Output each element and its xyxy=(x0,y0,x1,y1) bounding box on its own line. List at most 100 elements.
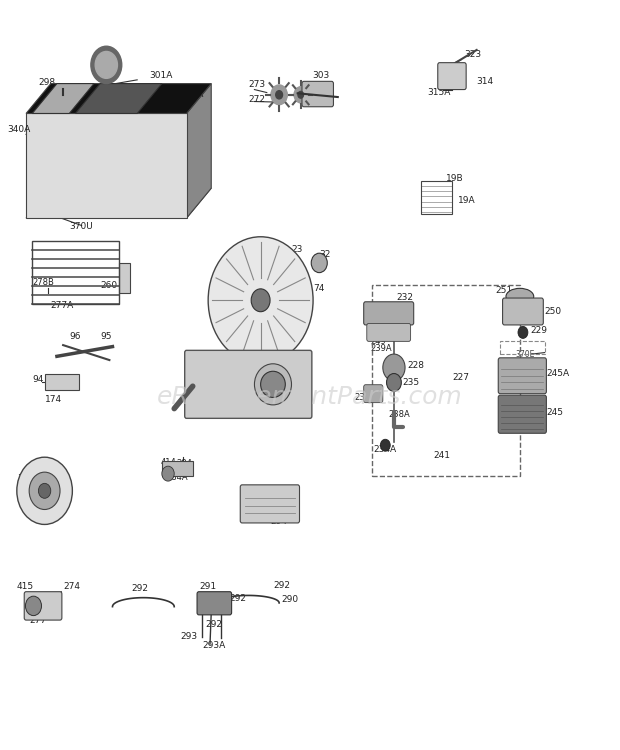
Text: 241: 241 xyxy=(433,451,451,460)
FancyBboxPatch shape xyxy=(197,592,232,615)
Text: 239: 239 xyxy=(355,394,370,403)
Text: 294: 294 xyxy=(270,518,287,526)
Text: 232: 232 xyxy=(396,292,414,302)
Text: 284: 284 xyxy=(176,459,192,468)
Text: 301A: 301A xyxy=(149,70,173,80)
Circle shape xyxy=(298,92,304,98)
Text: 292: 292 xyxy=(230,594,247,603)
Bar xyxy=(45,374,79,390)
FancyBboxPatch shape xyxy=(364,302,414,325)
Text: 315A: 315A xyxy=(427,88,451,97)
Text: 292: 292 xyxy=(273,581,290,590)
Text: 19B: 19B xyxy=(446,174,463,183)
Text: 314: 314 xyxy=(477,76,494,86)
Circle shape xyxy=(38,483,51,498)
FancyBboxPatch shape xyxy=(302,81,334,106)
FancyBboxPatch shape xyxy=(367,323,410,341)
Text: 95: 95 xyxy=(100,332,112,341)
FancyBboxPatch shape xyxy=(498,358,546,394)
Ellipse shape xyxy=(260,371,285,398)
Text: 293: 293 xyxy=(180,632,198,640)
FancyBboxPatch shape xyxy=(364,385,383,403)
Text: 174: 174 xyxy=(45,395,62,404)
Polygon shape xyxy=(26,188,211,218)
Polygon shape xyxy=(76,83,162,113)
Text: 298: 298 xyxy=(38,78,56,87)
Text: 293A: 293A xyxy=(202,640,225,650)
Text: 229: 229 xyxy=(530,326,547,335)
Text: 245: 245 xyxy=(546,407,564,416)
Bar xyxy=(118,263,130,292)
FancyBboxPatch shape xyxy=(241,484,299,523)
Circle shape xyxy=(518,326,528,338)
Ellipse shape xyxy=(506,288,534,304)
Text: 228: 228 xyxy=(407,361,425,370)
Polygon shape xyxy=(26,83,211,113)
Circle shape xyxy=(162,466,174,481)
Text: 32: 32 xyxy=(319,250,330,259)
Text: 370E: 370E xyxy=(516,350,535,359)
Circle shape xyxy=(17,458,73,524)
Text: 290: 290 xyxy=(281,596,298,604)
Circle shape xyxy=(208,237,313,364)
Text: 235: 235 xyxy=(402,378,420,387)
Text: 94: 94 xyxy=(32,375,43,384)
Text: 303: 303 xyxy=(312,71,329,80)
FancyBboxPatch shape xyxy=(24,592,62,620)
Polygon shape xyxy=(32,83,94,113)
Text: 175: 175 xyxy=(267,286,284,295)
Circle shape xyxy=(276,91,283,99)
Text: 291: 291 xyxy=(199,583,216,592)
Text: 416: 416 xyxy=(291,364,309,374)
Text: 273: 273 xyxy=(248,80,265,89)
Circle shape xyxy=(380,440,390,452)
Text: 323: 323 xyxy=(464,50,482,59)
Text: 239A: 239A xyxy=(371,344,392,353)
Text: 176: 176 xyxy=(254,273,272,282)
Circle shape xyxy=(294,87,308,103)
Text: 245A: 245A xyxy=(546,370,570,379)
Circle shape xyxy=(311,254,327,273)
Text: 227: 227 xyxy=(452,374,469,382)
Text: 234A: 234A xyxy=(374,445,397,454)
Text: 292: 292 xyxy=(205,620,222,628)
Bar xyxy=(372,285,520,476)
Polygon shape xyxy=(187,83,211,218)
Text: 277: 277 xyxy=(29,616,46,625)
Text: 274: 274 xyxy=(63,583,80,592)
Bar xyxy=(500,340,544,354)
Text: 397: 397 xyxy=(17,474,34,483)
Circle shape xyxy=(25,596,42,616)
Text: 238A: 238A xyxy=(388,410,410,419)
Polygon shape xyxy=(26,113,187,218)
FancyBboxPatch shape xyxy=(503,298,543,325)
Circle shape xyxy=(95,52,117,78)
Text: 74: 74 xyxy=(313,284,324,292)
Text: 284A: 284A xyxy=(167,472,188,482)
Bar xyxy=(32,241,118,304)
Polygon shape xyxy=(162,461,193,476)
Text: 278B: 278B xyxy=(32,278,54,287)
Circle shape xyxy=(271,85,287,105)
Text: 250: 250 xyxy=(544,307,562,316)
Text: 300A: 300A xyxy=(180,90,204,99)
Circle shape xyxy=(383,354,405,381)
Text: 370U: 370U xyxy=(70,222,94,231)
Text: eReplacementParts.com: eReplacementParts.com xyxy=(157,386,463,410)
Text: 277A: 277A xyxy=(51,301,74,310)
Text: 414: 414 xyxy=(161,458,176,466)
Text: 19A: 19A xyxy=(458,196,476,206)
Text: 23: 23 xyxy=(291,244,303,254)
Text: 272: 272 xyxy=(248,94,265,104)
Text: 249: 249 xyxy=(371,337,386,346)
Circle shape xyxy=(251,289,270,312)
Circle shape xyxy=(91,46,122,83)
Text: 251: 251 xyxy=(495,286,512,295)
FancyBboxPatch shape xyxy=(498,395,546,433)
FancyBboxPatch shape xyxy=(185,350,312,418)
Text: 415: 415 xyxy=(17,582,34,591)
Text: 96: 96 xyxy=(69,332,81,341)
FancyBboxPatch shape xyxy=(438,63,466,89)
Text: 340A: 340A xyxy=(7,125,31,134)
Circle shape xyxy=(29,472,60,509)
